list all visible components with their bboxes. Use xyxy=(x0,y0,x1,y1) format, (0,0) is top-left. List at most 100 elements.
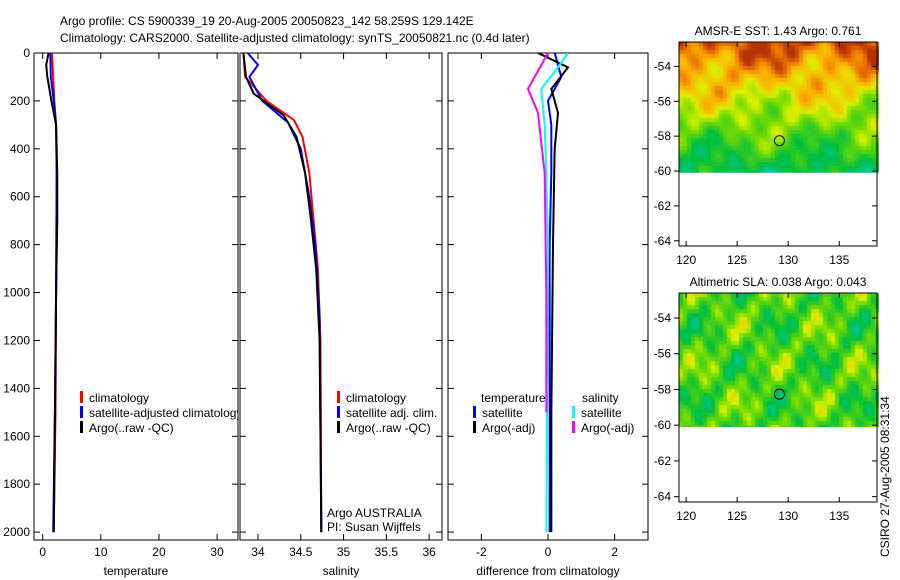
heatmap-cell xyxy=(719,297,723,301)
heatmap-cell xyxy=(799,409,803,413)
heatmap-cell xyxy=(723,421,727,425)
heatmap-cell xyxy=(843,134,847,138)
heatmap-cell xyxy=(791,333,795,337)
heatmap-cell xyxy=(751,377,755,381)
heatmap-cell xyxy=(767,393,771,397)
heatmap-cell xyxy=(703,114,707,118)
heatmap-cell xyxy=(735,425,739,427)
heatmap-cell xyxy=(743,373,747,377)
heatmap-cell xyxy=(851,333,855,337)
heatmap-cell xyxy=(759,333,763,337)
heatmap-cell xyxy=(779,142,783,146)
heatmap-cell xyxy=(727,345,731,349)
heatmap-cell xyxy=(787,325,791,329)
heatmap-cell xyxy=(767,381,771,385)
heatmap-cell xyxy=(755,373,759,377)
heatmap-cell xyxy=(807,365,811,369)
heatmap-cell xyxy=(711,170,715,173)
heatmap-cell xyxy=(835,122,839,126)
heatmap-cell xyxy=(843,349,847,353)
heatmap-cell xyxy=(803,361,807,365)
heatmap-cell xyxy=(819,126,823,130)
heatmap-cell xyxy=(707,337,711,341)
heatmap-cell xyxy=(815,170,819,173)
heatmap-cell xyxy=(767,329,771,333)
heatmap-cell xyxy=(819,162,823,166)
heatmap-cell xyxy=(791,293,795,297)
heatmap-cell xyxy=(831,158,835,162)
heatmap-cell xyxy=(839,345,843,349)
heatmap-cell xyxy=(679,305,683,309)
heatmap-cell xyxy=(831,90,835,94)
heatmap-cell xyxy=(739,82,743,86)
heatmap-cell xyxy=(739,158,743,162)
heatmap-cell xyxy=(771,122,775,126)
heatmap-cell xyxy=(843,329,847,333)
heatmap-cell xyxy=(843,74,847,78)
heatmap-cell xyxy=(803,150,807,154)
heatmap-cell xyxy=(847,405,851,409)
heatmap-cell xyxy=(695,321,699,325)
heatmap-cell xyxy=(835,70,839,74)
heatmap-cell xyxy=(803,305,807,309)
heatmap-cell xyxy=(707,158,711,162)
heatmap-cell xyxy=(743,401,747,405)
heatmap-cell xyxy=(871,341,875,345)
heatmap-cell xyxy=(847,345,851,349)
heatmap-cell xyxy=(859,425,863,427)
heatmap-cell xyxy=(703,413,707,417)
heatmap-cell xyxy=(759,86,763,90)
heatmap-cell xyxy=(871,54,875,58)
heatmap-cell xyxy=(863,305,867,309)
heatmap-cell xyxy=(723,122,727,126)
heatmap-cell xyxy=(723,146,727,150)
heatmap-cell xyxy=(795,421,799,425)
heatmap-cell xyxy=(863,150,867,154)
heatmap-cell xyxy=(835,325,839,329)
heatmap-cell xyxy=(687,369,691,373)
heatmap-cell xyxy=(831,82,835,86)
heatmap-cell xyxy=(783,114,787,118)
heatmap-cell xyxy=(759,337,763,341)
heatmap-cell xyxy=(779,166,783,170)
heatmap-cell xyxy=(711,369,715,373)
heatmap-cell xyxy=(747,138,751,142)
heatmap-cell xyxy=(855,162,859,166)
heatmap-cell xyxy=(703,393,707,397)
heatmap-cell xyxy=(723,54,727,58)
heatmap-cell xyxy=(779,78,783,82)
heatmap-cell xyxy=(731,138,735,142)
heatmap-cell xyxy=(863,341,867,345)
heatmap-cell xyxy=(711,66,715,70)
heatmap-cell xyxy=(863,58,867,62)
heatmap-cell xyxy=(723,349,727,353)
heatmap-cell xyxy=(759,365,763,369)
heatmap-cell xyxy=(787,154,791,158)
heatmap-cell xyxy=(727,297,731,301)
heatmap-cell xyxy=(743,341,747,345)
heatmap-cell xyxy=(807,118,811,122)
heatmap-cell xyxy=(727,421,731,425)
heatmap-cell xyxy=(687,333,691,337)
heatmap-cell xyxy=(783,162,787,166)
heatmap-cell xyxy=(871,313,875,317)
heatmap-cell xyxy=(707,309,711,313)
heatmap-cell xyxy=(871,82,875,86)
heatmap-cell xyxy=(751,321,755,325)
heatmap-cell xyxy=(815,361,819,365)
heatmap-cell xyxy=(843,78,847,82)
heatmap-cell xyxy=(683,114,687,118)
heatmap-cell xyxy=(867,82,871,86)
heatmap-cell xyxy=(787,305,791,309)
heatmap-cell xyxy=(799,301,803,305)
heatmap-cell xyxy=(723,325,727,329)
heatmap-cell xyxy=(847,46,851,50)
heatmap-cell xyxy=(859,94,863,98)
heatmap-cell xyxy=(751,114,755,118)
heatmap-cell xyxy=(767,309,771,313)
heatmap-cell xyxy=(727,373,731,377)
heatmap-cell xyxy=(783,70,787,74)
heatmap-cell xyxy=(691,42,695,46)
heatmap-cell xyxy=(731,337,735,341)
heatmap-cell xyxy=(839,369,843,373)
